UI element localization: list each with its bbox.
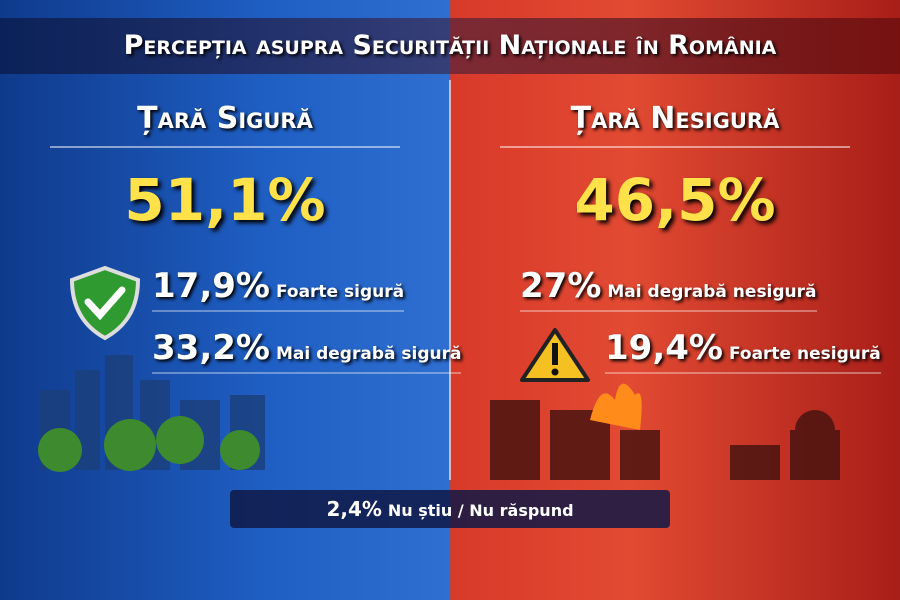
stat-label: Mai degrabă nesigură bbox=[607, 282, 817, 302]
title: Percepția asupra Securității Naționale î… bbox=[0, 18, 900, 74]
total-value: 51,1% bbox=[124, 166, 326, 234]
footer-label: Nu știu / Nu răspund bbox=[387, 501, 574, 520]
footer: 2,4% Nu știu / Nu răspund bbox=[230, 490, 670, 528]
stat-value: 19,4% bbox=[605, 328, 723, 368]
footer-value: 2,4% bbox=[326, 497, 382, 521]
divider bbox=[449, 80, 451, 480]
stat-label: Foarte sigură bbox=[275, 282, 405, 302]
stat-label: Mai degrabă sigură bbox=[275, 344, 462, 364]
safe-panel: Țară Sigură 51,1% bbox=[10, 95, 440, 234]
stat-row: 17,9% Foarte sigură bbox=[152, 266, 405, 312]
panel-heading: Țară Nesigură bbox=[500, 95, 850, 148]
city-right bbox=[490, 400, 840, 480]
warning-icon bbox=[520, 328, 590, 382]
stat-row: 33,2% Mai degrabă sigură bbox=[152, 328, 462, 374]
fire bbox=[590, 383, 642, 430]
stat-label: Foarte nesigură bbox=[728, 344, 881, 364]
stat-value: 27% bbox=[520, 266, 602, 306]
stat-row: 19,4% Foarte nesigură bbox=[605, 328, 881, 374]
trees bbox=[38, 416, 260, 472]
unsafe-panel: Țară Nesigură 46,5% bbox=[460, 95, 890, 234]
stat-value: 33,2% bbox=[152, 328, 270, 368]
stat-value: 17,9% bbox=[152, 266, 270, 306]
panel-heading: Țară Sigură bbox=[50, 95, 400, 148]
shield-icon bbox=[69, 265, 141, 341]
stat-row: 27% Mai degrabă nesigură bbox=[520, 266, 817, 312]
total-value: 46,5% bbox=[574, 166, 776, 234]
